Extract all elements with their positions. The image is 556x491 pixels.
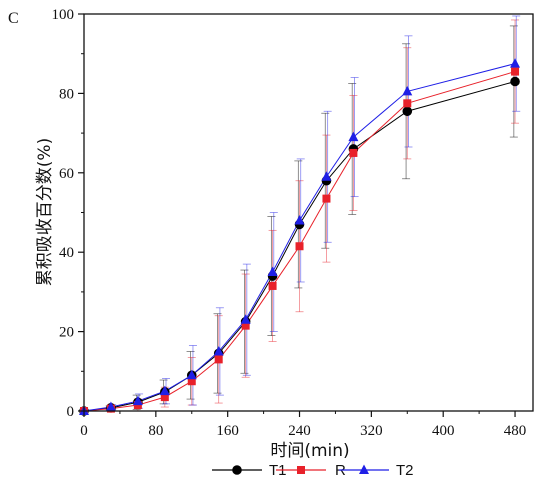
x-tick-label: 160 [216,423,239,439]
y-tick-label: 100 [52,7,75,23]
panel-label: C [8,10,19,27]
data-point-T2 [321,171,332,181]
data-point-T2 [267,266,278,277]
legend: T1 R T2 [212,462,414,479]
y-tick-label: 60 [59,166,74,182]
x-tick-label: 480 [504,423,527,439]
plot-frame [83,13,534,412]
data-point-T2 [240,314,251,324]
data-point-R [403,99,412,108]
x-tick-label: 0 [80,423,88,439]
data-point-R [349,148,358,157]
data-point-R [160,393,169,402]
data-point-R [268,281,277,290]
x-tick-label: 240 [288,423,311,439]
y-tick-label: 40 [59,245,74,261]
y-tick-label: 80 [59,86,74,102]
y-tick-label: 20 [59,325,74,341]
data-point-R [511,67,520,76]
legend-marker-T1 [232,465,242,475]
x-tick-label: 80 [148,423,163,439]
data-point-T2 [132,395,143,406]
tick-labels-layer: 0 80 160 240 320 400 480 0 20 40 60 80 100 [52,7,527,439]
data-point-T1 [510,76,520,87]
data-point-T2 [186,369,197,380]
ticks-layer [78,13,516,417]
data-point-T2 [294,214,305,225]
data-point-R [241,321,250,330]
data-point-R [295,242,304,251]
data-point-R [187,377,196,386]
data-point-T2 [105,401,116,412]
x-tick-label: 320 [360,423,383,439]
data-point-R [214,355,223,364]
x-tick-label: 400 [432,423,455,439]
data-point-T2 [402,85,413,96]
data-point-T2 [348,131,359,142]
error-bars-layer [78,15,521,412]
data-point-T1 [402,106,413,117]
legend-marker-R [297,466,305,474]
legend-marker-T2 [359,464,369,474]
legend-label-T2: T2 [396,462,414,479]
y-axis-title: 累积吸收百分数(%) [35,138,55,286]
y-tick-label: 0 [67,404,75,420]
data-point-T2 [159,385,170,396]
data-point-T2 [510,58,521,68]
data-point-T2 [213,345,224,356]
data-point-R [322,194,331,203]
x-axis-title: 时间(min) [270,441,349,461]
